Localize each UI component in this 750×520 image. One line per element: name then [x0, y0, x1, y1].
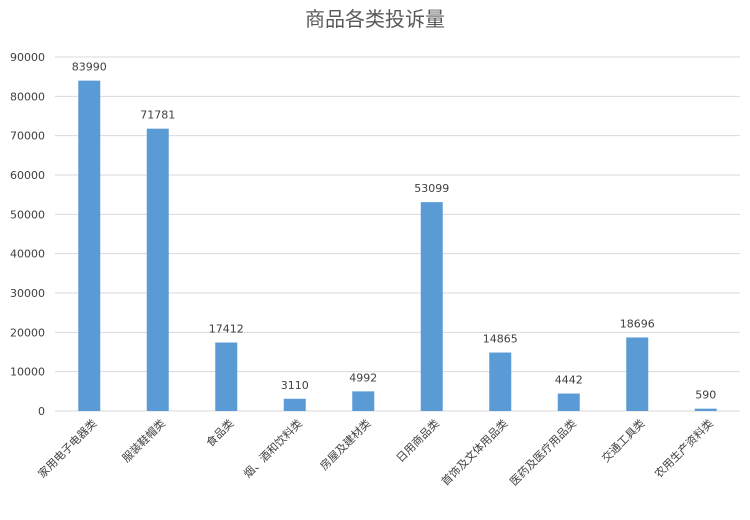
y-tick-label: 60000 [10, 169, 45, 182]
data-label: 71781 [140, 109, 175, 122]
x-category-label: 日用商品类 [393, 416, 442, 465]
y-tick-label: 20000 [10, 326, 45, 339]
bar [420, 202, 443, 411]
bar [557, 393, 580, 411]
data-label: 4992 [349, 371, 377, 384]
y-tick-label: 50000 [10, 208, 45, 221]
data-label: 18696 [620, 317, 655, 330]
y-tick-label: 90000 [10, 51, 45, 64]
bar [352, 391, 375, 411]
x-category-label: 烟、酒和饮料类 [241, 416, 305, 480]
y-axis-ticks: 0 10000 20000 30000 40000 50000 60000 70000 8000… [10, 51, 45, 418]
x-category-label: 农用生产资料类 [652, 416, 716, 480]
data-label: 590 [695, 389, 716, 402]
bars [78, 80, 717, 411]
data-label: 3110 [281, 379, 309, 392]
y-tick-label: 30000 [10, 287, 45, 300]
x-category-label: 服装鞋帽类 [119, 416, 168, 465]
bar [146, 128, 169, 411]
x-category-label: 交通工具类 [599, 416, 648, 465]
bar [283, 398, 306, 411]
data-label: 4442 [555, 374, 583, 387]
data-label: 53099 [414, 182, 449, 195]
y-tick-label: 10000 [10, 366, 45, 379]
y-tick-label: 40000 [10, 248, 45, 261]
bar [694, 408, 717, 411]
x-category-label: 首饰及文体用品类 [438, 416, 510, 488]
x-category-label: 家用电子电器类 [35, 416, 99, 480]
bar [78, 80, 101, 411]
data-label: 83990 [72, 61, 107, 74]
bar [626, 337, 649, 411]
chart-title: 商品各类投诉量 [305, 7, 445, 31]
x-category-label: 食品类 [203, 416, 236, 449]
y-tick-label: 70000 [10, 130, 45, 143]
y-tick-label: 0 [38, 405, 45, 418]
y-tick-label: 80000 [10, 90, 45, 103]
data-label: 17412 [209, 323, 244, 336]
x-category-label: 房屋及建材类 [317, 416, 374, 473]
data-label: 14865 [483, 333, 518, 346]
x-axis-categories: 家用电子电器类 服装鞋帽类 食品类 烟、酒和饮料类 房屋及建材类 日用商品类首饰及文体用品… [35, 416, 716, 488]
x-category-label: 医药及医疗用品类 [507, 416, 579, 488]
gridlines [55, 56, 740, 412]
bar [489, 352, 512, 411]
bar [215, 342, 238, 411]
data-labels: 83990 71781 17412 3110 4992 53099 14865 4442 186… [72, 61, 717, 402]
